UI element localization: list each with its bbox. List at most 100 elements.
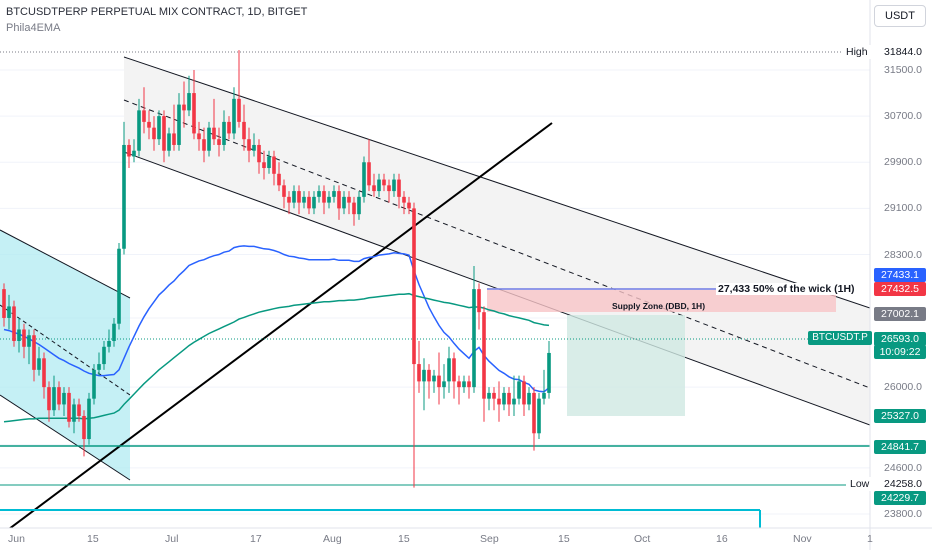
- candle-body: [32, 335, 36, 370]
- candle-body: [22, 329, 26, 347]
- candle-body: [297, 191, 301, 203]
- candle: [357, 191, 361, 220]
- candle: [312, 191, 316, 215]
- price-badge: 27432.5: [874, 282, 926, 296]
- candle-body: [547, 352, 551, 393]
- candle: [252, 133, 256, 157]
- high-tag: High: [842, 45, 872, 59]
- candle: [212, 98, 216, 145]
- candle-body: [357, 196, 361, 215]
- candle-body: [312, 196, 316, 209]
- candles-layer: [2, 50, 551, 488]
- candle: [377, 173, 381, 197]
- candle: [477, 283, 481, 330]
- time-tick-label: Oct: [634, 533, 651, 545]
- old-channel-upper-line: [0, 229, 131, 299]
- candle: [342, 191, 346, 215]
- candle: [117, 242, 121, 330]
- candle-body: [517, 381, 521, 399]
- candle-body: [192, 93, 196, 134]
- candle-body: [322, 191, 326, 203]
- candle: [367, 139, 371, 192]
- candle-body: [197, 133, 201, 140]
- candle: [332, 185, 336, 203]
- candle: [57, 381, 61, 411]
- candle: [457, 375, 461, 405]
- price-tick-label: 28300.0: [884, 248, 922, 261]
- candle-body: [467, 381, 471, 388]
- time-tick-label: 15: [558, 533, 570, 545]
- candle: [97, 352, 101, 376]
- candle: [37, 346, 41, 376]
- candle-body: [127, 144, 131, 157]
- candle: [437, 352, 441, 405]
- time-tick-label: 16: [716, 533, 728, 545]
- candle: [527, 387, 531, 411]
- low-tag: Low: [846, 477, 874, 491]
- candle-body: [262, 162, 266, 169]
- candle-body: [367, 162, 371, 186]
- time-tick-label: Jul: [165, 533, 179, 545]
- candle: [382, 173, 386, 192]
- candle: [192, 70, 196, 140]
- candle-body: [302, 196, 306, 203]
- channel-mid-line: [123, 99, 870, 389]
- candle: [262, 150, 266, 180]
- candle: [217, 127, 221, 157]
- currency-button[interactable]: USDT: [874, 5, 926, 27]
- candle: [542, 369, 546, 405]
- target-zone: [567, 315, 685, 416]
- candle: [107, 329, 111, 353]
- candle: [232, 87, 236, 140]
- candle: [502, 387, 506, 411]
- candle-body: [2, 289, 6, 318]
- price-tick-label: 24600.0: [884, 461, 922, 474]
- candle-body: [427, 369, 431, 382]
- candle-body: [82, 415, 86, 440]
- candle-body: [187, 93, 191, 111]
- candle: [392, 173, 396, 197]
- candle: [127, 139, 131, 169]
- candle-body: [502, 392, 506, 405]
- candle-body: [307, 196, 311, 209]
- candle: [247, 127, 251, 163]
- candle-body: [72, 404, 76, 422]
- candle: [497, 381, 501, 422]
- candle-body: [97, 364, 101, 370]
- candle-body: [232, 98, 236, 134]
- candle-body: [152, 127, 156, 140]
- ema-slow-line: [3, 292, 550, 423]
- candle: [547, 341, 551, 399]
- price-tick-label: 31500.0: [884, 64, 922, 76]
- candle-body: [457, 381, 461, 388]
- candle-body: [492, 392, 496, 399]
- candle-body: [402, 196, 406, 203]
- time-tick-label: 1: [867, 533, 873, 545]
- candle-body: [342, 196, 346, 209]
- candle-body: [512, 398, 516, 405]
- candle-body: [287, 196, 291, 203]
- candle: [472, 266, 476, 393]
- candle: [322, 185, 326, 215]
- channel-upper-line: [123, 56, 870, 309]
- candle-body: [472, 289, 476, 388]
- candle-body: [382, 179, 386, 186]
- candle: [447, 346, 451, 393]
- candle: [492, 387, 496, 411]
- candle: [432, 369, 436, 393]
- candle-body: [17, 329, 21, 342]
- indicator-label[interactable]: Phila4EMA: [6, 22, 61, 34]
- candle: [347, 191, 351, 215]
- candle-body: [277, 173, 281, 186]
- candle: [517, 375, 521, 405]
- candle: [362, 156, 366, 203]
- candle-body: [352, 202, 356, 215]
- candle: [397, 173, 401, 209]
- candle: [537, 392, 541, 440]
- time-tick-label: 15: [398, 533, 410, 545]
- candle-body: [452, 358, 456, 382]
- candle: [292, 185, 296, 209]
- candle: [267, 150, 271, 174]
- candle: [122, 121, 126, 255]
